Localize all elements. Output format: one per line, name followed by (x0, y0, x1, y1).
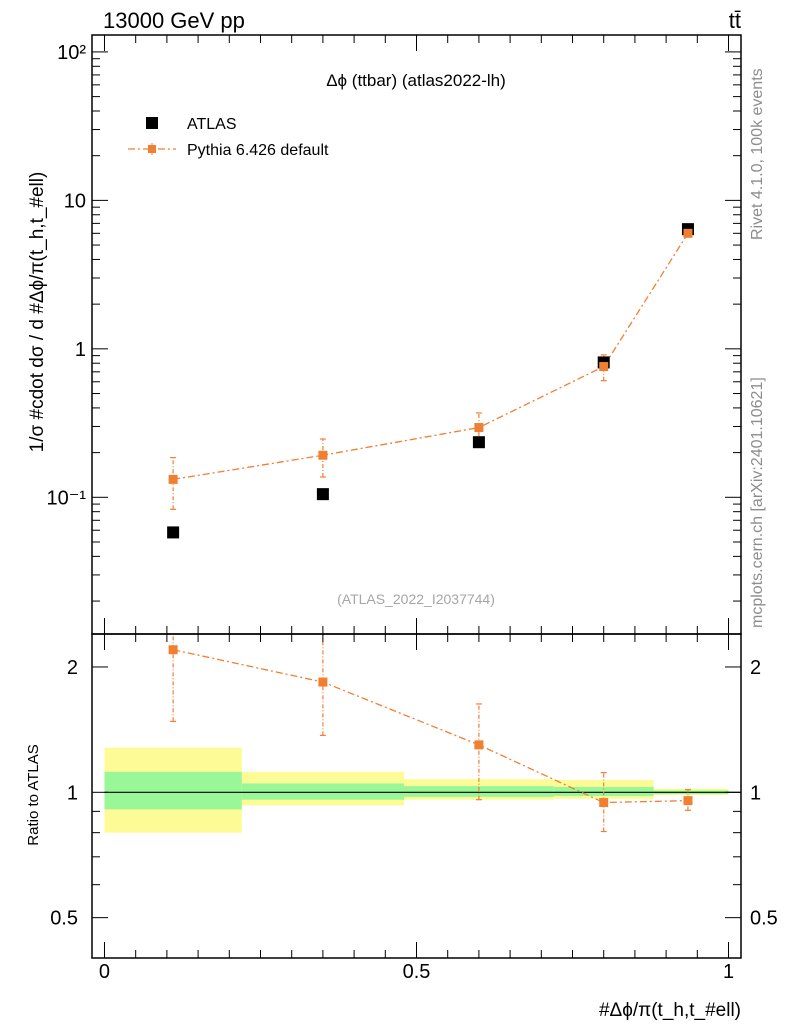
pythia-data-point (683, 228, 693, 238)
ratio-ylabel: Ratio to ATLAS (25, 744, 42, 845)
pythia-ratio-point (599, 798, 609, 808)
rivet-version-label: Rivet 4.1.0, 100k events (749, 68, 766, 240)
legend: ATLAS Pythia 6.426 default (128, 116, 329, 159)
ratio-ytick-label-right: 1 (750, 782, 761, 804)
pythia-ratio-point (318, 677, 328, 687)
uncertainty-band-inner (104, 771, 242, 810)
legend-atlas-marker (146, 117, 158, 129)
uncertainty-band-inner (241, 783, 405, 800)
pythia-data-point (168, 474, 178, 484)
pythia-ratio-point (168, 645, 178, 655)
process-label: tt̄ (729, 8, 741, 33)
atlas-data-point (472, 436, 485, 449)
main-ytick-label: 10⁻¹ (47, 487, 87, 509)
uncertainty-band-inner (404, 786, 554, 797)
legend-pythia-label: Pythia 6.426 default (187, 142, 329, 159)
atlas-data-point (167, 526, 180, 539)
main-panel: 10⁻¹ 1 10 10² Δϕ (ttbar) (atlas2022-lh) (AT… (27, 34, 742, 635)
uncertainty-band-inner (553, 786, 654, 796)
analysis-watermark: (ATLAS_2022_I2037744) (337, 591, 495, 607)
x-axis-label: #Δϕ/π(t_h,t_#ell) (599, 1000, 741, 1021)
ratio-ytick-label-right: 2 (750, 657, 761, 679)
ratio-ytick-label-left: 2 (67, 657, 78, 679)
main-ytick-label: 10² (57, 42, 86, 64)
main-ytick-label: 1 (75, 339, 86, 361)
atlas-data-point (316, 488, 329, 501)
main-ylabel-text: 1/σ #cdot dσ / d #Δϕ/π(t_h,t_#ell) (27, 172, 48, 453)
pythia-ratio-point (683, 796, 693, 806)
x-tick-label: 0 (99, 961, 110, 983)
main-ytick-label: 10 (64, 190, 86, 212)
pythia-data-point (474, 423, 484, 433)
ratio-panel: 0.5 0.5 1 1 2 2 0 0.5 1 Ratio to ATLAS #Δϕ/π(t_… (25, 633, 778, 1021)
legend-pythia-marker (148, 145, 156, 153)
plot-title: Δϕ (ttbar) (atlas2022-lh) (326, 71, 506, 90)
ratio-ytick-label-right: 0.5 (750, 908, 778, 930)
x-tick-label: 0.5 (403, 961, 431, 983)
ratio-ytick-label-left: 1 (67, 782, 78, 804)
pythia-series-line (173, 232, 689, 481)
legend-atlas-label: ATLAS (187, 116, 237, 133)
main-ylabel: 1/σ #cdot dσ / d #Δϕ/π(t_h,t_#ell) (27, 172, 48, 453)
energy-label: 13000 GeV pp (103, 8, 245, 33)
pythia-ratio-point (474, 740, 484, 750)
x-tick-label: 1 (723, 961, 734, 983)
pythia-data-point (599, 362, 609, 372)
mcplots-label: mcplots.cern.ch [arXiv:2401.10621] (749, 377, 766, 628)
pythia-data-point (318, 450, 328, 460)
ratio-ytick-label-left: 0.5 (50, 908, 78, 930)
